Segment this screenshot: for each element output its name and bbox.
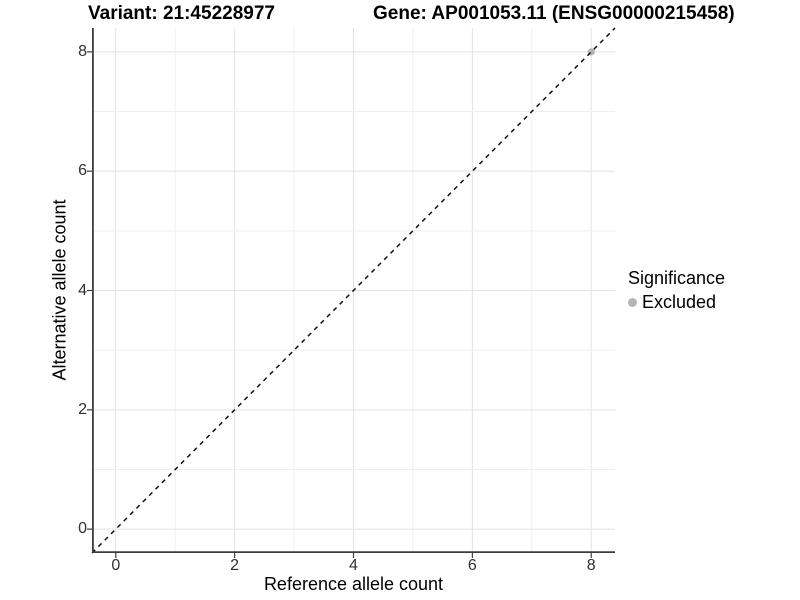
variant-title: Variant: 21:45228977 xyxy=(88,3,275,24)
excluded-point-icon xyxy=(628,298,637,307)
y-tick-label: 8 xyxy=(78,42,87,60)
y-tick-label: 4 xyxy=(78,281,87,299)
y-tick-label: 0 xyxy=(78,520,87,538)
y-tick-label: 2 xyxy=(78,400,87,418)
identity-line xyxy=(91,27,616,554)
y-tick-label: 6 xyxy=(78,162,87,180)
legend: Significance Excluded xyxy=(628,268,725,313)
x-tick-label: 2 xyxy=(230,557,240,574)
gene-title: Gene: AP001053.11 (ENSG00000215458) xyxy=(373,3,735,24)
legend-item-excluded: Excluded xyxy=(628,292,725,313)
y-axis-title: Alternative allele count xyxy=(49,199,70,381)
plot-panel xyxy=(87,27,616,558)
legend-item-label: Excluded xyxy=(642,292,717,312)
x-axis-title: Reference allele count xyxy=(263,574,444,594)
x-tick-label: 6 xyxy=(467,557,477,574)
x-tick-label: 0 xyxy=(111,557,121,574)
x-tick-label: 8 xyxy=(586,557,596,574)
legend-title: Significance xyxy=(628,268,726,288)
x-tick-label: 4 xyxy=(349,557,358,574)
plot-canvas xyxy=(87,27,616,558)
